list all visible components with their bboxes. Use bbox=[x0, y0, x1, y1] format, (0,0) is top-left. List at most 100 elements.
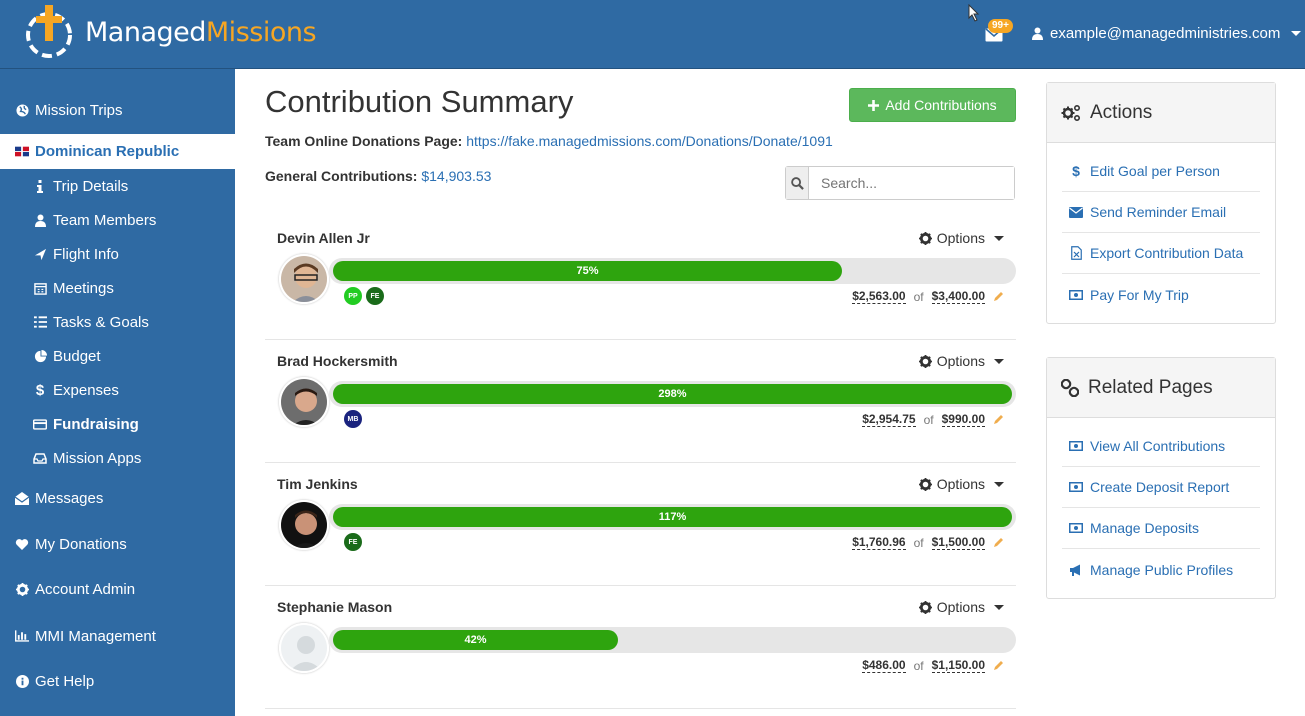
sidebar-item-mission-apps[interactable]: Mission Apps bbox=[0, 447, 235, 469]
plus-icon bbox=[868, 99, 880, 111]
options-dropdown[interactable]: Options bbox=[918, 599, 1004, 615]
avatar bbox=[279, 377, 329, 427]
sidebar-item-mmi-management[interactable]: MMI Management bbox=[0, 625, 235, 647]
options-dropdown[interactable]: Options bbox=[918, 353, 1004, 369]
pencil-icon[interactable] bbox=[993, 291, 1004, 302]
sidebar-item-label: Tasks & Goals bbox=[53, 313, 149, 331]
manage-public-profiles-link[interactable]: Manage Public Profiles bbox=[1062, 549, 1260, 590]
link-label: Send Reminder Email bbox=[1090, 204, 1227, 220]
view-all-contributions-link[interactable]: View All Contributions bbox=[1062, 426, 1260, 467]
sidebar-item-my-donations[interactable]: My Donations bbox=[0, 533, 235, 555]
sidebar-item-expenses[interactable]: $ Expenses bbox=[0, 379, 235, 401]
edit-goal-link[interactable]: $ Edit Goal per Person bbox=[1062, 151, 1260, 192]
progress-track: 75% bbox=[329, 258, 1016, 284]
sidebar-item-budget[interactable]: Budget bbox=[0, 345, 235, 367]
sidebar-item-messages[interactable]: Messages bbox=[0, 487, 235, 509]
list-icon bbox=[33, 315, 47, 329]
badge-group: PP FE bbox=[344, 287, 384, 305]
raised-amount[interactable]: $2,954.75 bbox=[862, 412, 916, 427]
status-badge: FE bbox=[366, 287, 384, 305]
sidebar-item-account-admin[interactable]: Account Admin bbox=[0, 578, 235, 600]
sidebar-item-label: Messages bbox=[35, 489, 104, 507]
sidebar-item-label: My Donations bbox=[35, 535, 127, 553]
related-pages-panel: Related Pages View All Contributions Cre… bbox=[1046, 357, 1276, 599]
bar-chart-icon bbox=[15, 629, 29, 643]
options-label: Options bbox=[936, 476, 985, 492]
general-contributions-value: $14,903.53 bbox=[421, 168, 492, 184]
info-icon bbox=[33, 179, 47, 193]
sidebar-item-label: Mission Trips bbox=[35, 101, 123, 119]
sidebar-item-dominican-republic[interactable]: Dominican Republic bbox=[0, 134, 235, 169]
search-group bbox=[785, 166, 1015, 200]
user-menu[interactable]: example@managedministries.com bbox=[1032, 25, 1302, 42]
goal-amount[interactable]: $1,500.00 bbox=[931, 535, 985, 550]
progress-track: 42% bbox=[329, 627, 1016, 653]
gear-icon bbox=[918, 231, 932, 245]
heart-icon bbox=[15, 537, 29, 551]
progress-bar: 298% bbox=[333, 384, 1012, 404]
progress-bar: 117% bbox=[333, 507, 1012, 527]
bullhorn-icon bbox=[1069, 564, 1083, 576]
sidebar-item-trip-details[interactable]: Trip Details bbox=[0, 175, 235, 197]
options-dropdown[interactable]: Options bbox=[918, 476, 1004, 492]
options-dropdown[interactable]: Options bbox=[918, 230, 1004, 246]
sidebar-item-get-help[interactable]: Get Help bbox=[0, 670, 235, 692]
options-label: Options bbox=[936, 353, 985, 369]
user-email: example@managedministries.com bbox=[1050, 25, 1281, 42]
search-icon[interactable] bbox=[786, 167, 809, 199]
actions-panel-header: Actions bbox=[1047, 83, 1275, 143]
logo[interactable]: ManagedMissions bbox=[22, 3, 317, 61]
sidebar-item-label: Budget bbox=[53, 347, 101, 365]
raised-amount[interactable]: $1,760.96 bbox=[852, 535, 906, 550]
progress-label: 298% bbox=[658, 388, 687, 400]
amounts: $2,954.75 of $990.00 bbox=[862, 412, 1004, 427]
search-input[interactable] bbox=[809, 167, 1014, 199]
related-pages-title: Related Pages bbox=[1088, 376, 1213, 398]
goal-amount[interactable]: $990.00 bbox=[941, 412, 985, 427]
pay-for-trip-link[interactable]: Pay For My Trip bbox=[1062, 274, 1260, 315]
sidebar-item-team-members[interactable]: Team Members bbox=[0, 209, 235, 231]
sidebar-item-flight-info[interactable]: Flight Info bbox=[0, 243, 235, 265]
goal-amount[interactable]: $3,400.00 bbox=[931, 289, 985, 304]
raised-amount[interactable]: $486.00 bbox=[862, 658, 906, 673]
info-circle-icon bbox=[15, 674, 29, 688]
link-label: Manage Public Profiles bbox=[1090, 561, 1234, 578]
amounts: $1,760.96 of $1,500.00 bbox=[852, 535, 1004, 550]
pencil-icon[interactable] bbox=[993, 537, 1004, 548]
sidebar-item-fundraising[interactable]: Fundraising bbox=[0, 413, 235, 435]
progress-label: 75% bbox=[576, 265, 599, 277]
link-label: Edit Goal per Person bbox=[1090, 163, 1220, 179]
member-row: Devin Allen Jr Options 75% PP FE $2,563.… bbox=[265, 217, 1016, 340]
envelope-open-icon bbox=[15, 491, 29, 505]
add-contributions-label: Add Contributions bbox=[885, 97, 997, 113]
gear-icon bbox=[918, 600, 932, 614]
sidebar-item-tasks-goals[interactable]: Tasks & Goals bbox=[0, 311, 235, 333]
avatar-placeholder bbox=[279, 623, 329, 673]
send-reminder-link[interactable]: Send Reminder Email bbox=[1062, 192, 1260, 233]
pencil-icon[interactable] bbox=[993, 414, 1004, 425]
chevron-down-icon bbox=[994, 481, 1004, 487]
member-name: Devin Allen Jr bbox=[277, 230, 370, 246]
progress-bar: 42% bbox=[333, 630, 618, 650]
create-deposit-report-link[interactable]: Create Deposit Report bbox=[1062, 467, 1260, 508]
progress-bar: 75% bbox=[333, 261, 842, 281]
sidebar-item-label: Mission Apps bbox=[53, 449, 142, 467]
logo-cross-icon bbox=[22, 3, 76, 61]
sidebar-item-meetings[interactable]: Meetings bbox=[0, 277, 235, 299]
raised-amount[interactable]: $2,563.00 bbox=[852, 289, 906, 304]
donations-page-link[interactable]: https://fake.managedmissions.com/Donatio… bbox=[466, 133, 833, 149]
manage-deposits-link[interactable]: Manage Deposits bbox=[1062, 508, 1260, 549]
pencil-icon[interactable] bbox=[993, 660, 1004, 671]
goal-amount[interactable]: $1,150.00 bbox=[931, 658, 985, 673]
export-data-link[interactable]: Export Contribution Data bbox=[1062, 233, 1260, 274]
status-badge: MB bbox=[344, 410, 362, 428]
sidebar-item-label: Account Admin bbox=[35, 580, 136, 598]
file-excel-icon bbox=[1069, 246, 1083, 260]
options-label: Options bbox=[936, 230, 985, 246]
member-row: Tim Jenkins Options 117% FE $1,760.96 of… bbox=[265, 463, 1016, 586]
add-contributions-button[interactable]: Add Contributions bbox=[849, 88, 1016, 122]
sidebar-item-label: Get Help bbox=[35, 672, 95, 690]
sidebar-item-mission-trips[interactable]: Mission Trips bbox=[0, 99, 235, 121]
progress-label: 42% bbox=[464, 634, 487, 646]
related-pages-header: Related Pages bbox=[1047, 358, 1275, 418]
